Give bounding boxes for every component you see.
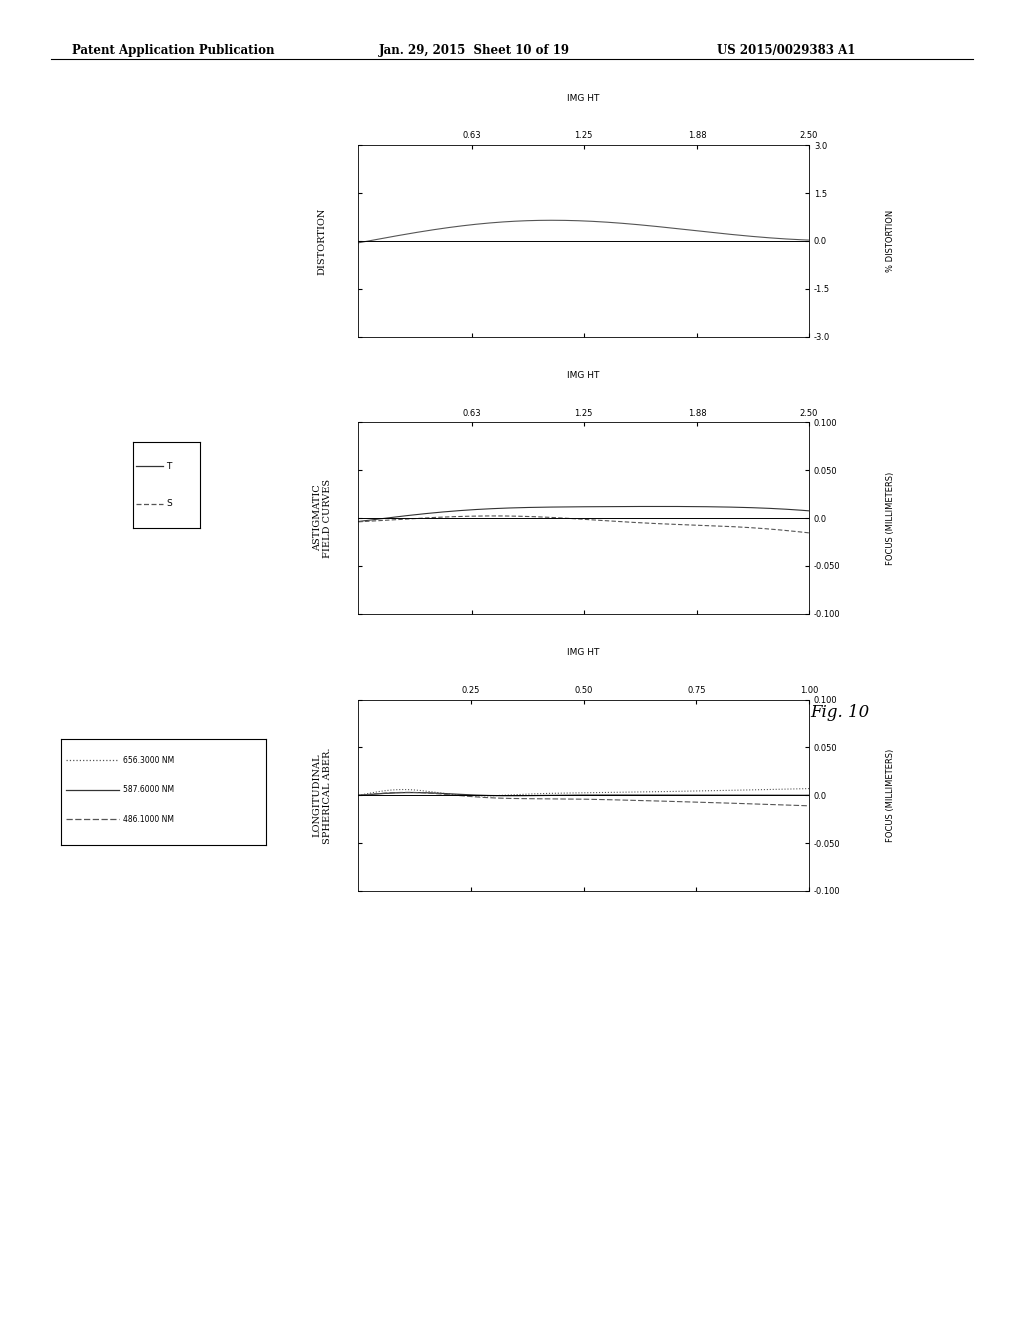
Text: IMG HT: IMG HT: [567, 648, 600, 657]
Text: Jan. 29, 2015  Sheet 10 of 19: Jan. 29, 2015 Sheet 10 of 19: [379, 44, 570, 57]
Text: 587.6000 NM: 587.6000 NM: [123, 785, 174, 795]
Text: FOCUS (MILLIMETERS): FOCUS (MILLIMETERS): [886, 471, 895, 565]
Text: DISTORTION: DISTORTION: [317, 207, 327, 275]
Text: FOCUS (MILLIMETERS): FOCUS (MILLIMETERS): [886, 748, 895, 842]
Text: Patent Application Publication: Patent Application Publication: [72, 44, 274, 57]
Text: Fig. 10: Fig. 10: [810, 705, 869, 721]
Text: 486.1000 NM: 486.1000 NM: [123, 814, 174, 824]
Text: ASTIGMATIC
FIELD CURVES: ASTIGMATIC FIELD CURVES: [312, 479, 332, 557]
Text: US 2015/0029383 A1: US 2015/0029383 A1: [717, 44, 855, 57]
Text: 656.3000 NM: 656.3000 NM: [123, 756, 174, 764]
Text: T: T: [166, 462, 172, 471]
Text: LONGITUDINAL
SPHERICAL ABER.: LONGITUDINAL SPHERICAL ABER.: [312, 747, 332, 843]
Text: % DISTORTION: % DISTORTION: [886, 210, 895, 272]
Text: IMG HT: IMG HT: [567, 371, 600, 380]
Text: S: S: [166, 499, 172, 508]
Text: IMG HT: IMG HT: [567, 94, 600, 103]
